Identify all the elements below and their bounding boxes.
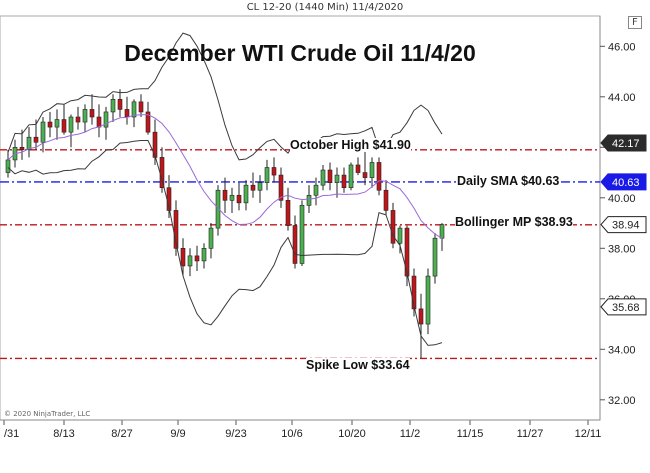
candle-body bbox=[110, 99, 116, 113]
x-tick-label: 9/9 bbox=[170, 428, 185, 440]
copyright-note: © 2020 NinjaTrader, LLC bbox=[4, 410, 91, 418]
x-tick-label: 11/15 bbox=[457, 428, 484, 440]
x-tick-label: /31 bbox=[4, 428, 19, 440]
candle-body bbox=[89, 109, 95, 118]
candle-body bbox=[362, 172, 368, 178]
y-tick-label: 34.00 bbox=[608, 344, 636, 356]
candle-body bbox=[117, 99, 123, 110]
y-tick-label: 46.00 bbox=[608, 41, 636, 53]
candle-body bbox=[187, 255, 193, 267]
candle-body bbox=[327, 169, 333, 183]
candle-body bbox=[82, 109, 88, 123]
candle-body bbox=[278, 174, 284, 201]
candle-body bbox=[40, 121, 46, 143]
candle-body bbox=[404, 227, 410, 277]
x-tick-label: 10/6 bbox=[281, 428, 302, 440]
f-button[interactable]: F bbox=[628, 16, 642, 29]
annotation-october-high: October High $41.90 bbox=[290, 138, 411, 152]
candle-body bbox=[243, 184, 249, 204]
candle-body bbox=[250, 184, 256, 191]
candle-body bbox=[348, 164, 354, 189]
candle-body bbox=[208, 227, 214, 249]
candle-body bbox=[439, 224, 445, 239]
x-tick-label: 8/27 bbox=[111, 428, 132, 440]
candle-body bbox=[19, 147, 25, 151]
candle-body bbox=[201, 248, 207, 262]
candle-body bbox=[264, 167, 270, 183]
candle-body bbox=[194, 255, 200, 262]
x-tick-label: 11/27 bbox=[517, 428, 544, 440]
candle-body bbox=[33, 136, 39, 143]
x-tick-label: 10/20 bbox=[338, 428, 366, 440]
price-label-text: 42.17 bbox=[612, 138, 640, 150]
annotation-daily-sma: Daily SMA $40.63 bbox=[457, 174, 560, 188]
bollinger-upper-band bbox=[7, 32, 443, 161]
candle-body bbox=[390, 210, 396, 244]
candle-body bbox=[369, 162, 375, 178]
x-tick-label: 9/23 bbox=[225, 428, 246, 440]
candle-body bbox=[355, 164, 361, 173]
candle-body bbox=[285, 200, 291, 226]
candle-body bbox=[425, 275, 431, 325]
candle-body bbox=[222, 189, 228, 201]
price-label-box bbox=[600, 173, 647, 191]
candle-body bbox=[159, 157, 165, 188]
candle-body bbox=[173, 210, 179, 249]
candle-body bbox=[103, 111, 109, 128]
candle-body bbox=[138, 101, 144, 113]
candle-body bbox=[180, 248, 186, 267]
candle-body bbox=[26, 136, 32, 151]
y-tick-label: 32.00 bbox=[608, 395, 636, 407]
candle-body bbox=[271, 167, 277, 176]
price-label-text: 35.68 bbox=[612, 302, 640, 314]
candle-body bbox=[383, 189, 389, 211]
y-tick-label: 38.00 bbox=[608, 243, 636, 255]
candle-body bbox=[229, 194, 235, 201]
candle-body bbox=[411, 275, 417, 310]
candle-body bbox=[257, 182, 263, 191]
candle-body bbox=[236, 194, 242, 204]
moving-average-line bbox=[7, 114, 443, 239]
candle-body bbox=[131, 101, 137, 118]
price-label-box bbox=[600, 216, 647, 234]
chart-title: December WTI Crude Oil 11/4/20 bbox=[124, 40, 476, 66]
candle-body bbox=[397, 227, 403, 244]
annotation-spike-low: Spike Low $33.64 bbox=[306, 358, 410, 372]
candle-body bbox=[306, 194, 312, 206]
y-tick-label: 40.00 bbox=[608, 193, 636, 205]
x-tick-label: 12/11 bbox=[575, 428, 602, 440]
price-label-text: 40.63 bbox=[612, 177, 640, 189]
annotation-bollinger-mp: Bollinger MP $38.93 bbox=[455, 215, 573, 229]
candle-body bbox=[341, 174, 347, 188]
candle-body bbox=[61, 119, 67, 133]
x-tick-label: 11/2 bbox=[400, 428, 421, 440]
instrument-header: CL 12-20 (1440 Min) 11/4/2020 bbox=[246, 2, 404, 13]
x-tick-label: 8/13 bbox=[53, 428, 74, 440]
candle-body bbox=[376, 162, 382, 191]
y-tick-label: 44.00 bbox=[608, 92, 636, 104]
candle-body bbox=[47, 121, 53, 128]
candle-body bbox=[313, 184, 319, 196]
price-label-box bbox=[600, 134, 647, 152]
candle-body bbox=[299, 205, 305, 264]
candle-body bbox=[292, 225, 298, 264]
candle-body bbox=[432, 237, 438, 277]
candle-body bbox=[215, 189, 221, 229]
price-label-text: 38.94 bbox=[612, 220, 640, 232]
candle-body bbox=[54, 119, 60, 128]
price-label-box bbox=[600, 298, 647, 316]
candle-body bbox=[96, 116, 102, 128]
candle-body bbox=[152, 131, 158, 158]
candle-body bbox=[124, 109, 130, 118]
candle-body bbox=[145, 111, 151, 133]
bollinger-lower-band bbox=[7, 140, 443, 346]
candle-body bbox=[75, 116, 81, 123]
candle-body bbox=[68, 116, 74, 133]
candle-body bbox=[334, 174, 340, 183]
candle-body bbox=[418, 308, 424, 325]
candle-body bbox=[320, 169, 326, 186]
candle-body bbox=[5, 159, 11, 173]
